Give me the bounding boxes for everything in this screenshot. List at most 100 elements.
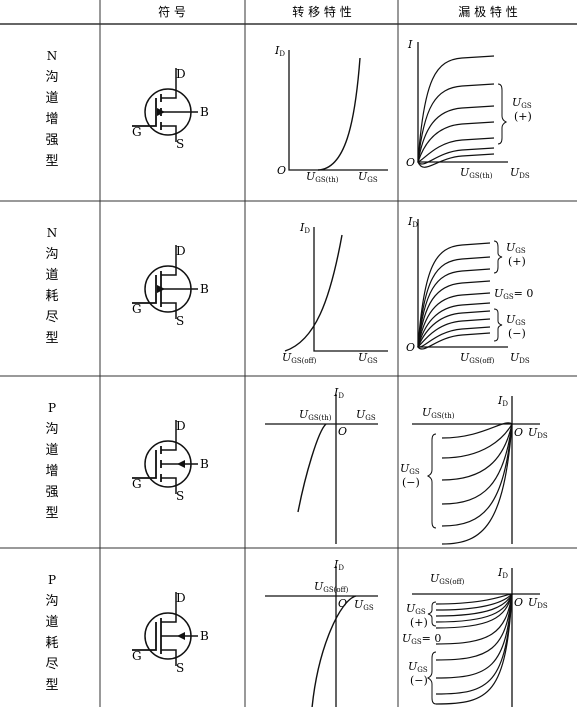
drain-annotation: (−) [402,476,420,489]
gate-line [132,450,157,479]
drain-line [161,420,177,451]
drain-origin: O [406,341,415,354]
transfer-axes [265,566,378,707]
drain-curve [417,332,491,350]
drain-annotation: UGS [506,241,526,255]
header-transfer: 转 移 特 性 [292,4,351,19]
brace [426,433,437,529]
terminal-b: B [200,629,209,643]
drain-plot: ID O UGS(th) UDS UGS(−) [400,394,548,545]
drain-x-label: UDS [528,596,548,610]
drain-curve [417,147,495,165]
type-label-char: P [48,573,56,587]
drain-annotation: UGS [506,313,526,327]
transfer-x-label: UGS [356,408,376,422]
terminal-s: S [176,661,184,675]
drain-curve [441,423,513,459]
drain-curve [417,326,491,348]
transfer-plot: ID O UGS(off) UGS [265,558,378,707]
terminal-b: B [200,282,209,296]
mosfet-symbol: D G S B [132,244,209,328]
brace [493,240,503,274]
terminal-s: S [176,137,184,151]
drain-curve [417,310,491,348]
drain-curve [417,137,495,163]
drain-y-label: I [407,38,413,51]
source-line [161,477,177,494]
type-label-char: N [47,226,58,240]
transfer-threshold-label: UGS(th) [299,408,332,422]
transfer-origin: O [338,425,347,438]
terminal-s: S [176,489,184,503]
drain-axes [412,396,540,544]
drain-y-label: ID [497,566,508,580]
type-label-char: N [47,49,58,63]
transfer-curve [311,595,357,707]
drain-threshold-label: UGS(th) [422,406,455,420]
body-arrow [177,460,185,468]
terminal-g: G [132,125,142,139]
type-label-char: 沟 [45,594,58,609]
drain-origin: O [514,426,523,439]
drain-curve [435,593,513,679]
brace [426,651,437,705]
drain-curve [417,302,491,348]
type-label-char: 型 [45,678,58,693]
drain-threshold-label: UGS(off) [460,351,495,365]
drain-curve [417,318,491,348]
type-label-char: 强 [45,133,58,148]
transfer-x-label: UGS [358,170,378,184]
transfer-x-label: UGS [354,598,374,612]
drain-axes [417,42,508,163]
type-label-char: 增 [45,112,58,127]
transfer-y-label: ID [333,386,344,400]
type-label-char: 强 [45,485,58,500]
body-arrow [157,108,165,116]
drain-y-label: ID [497,394,508,408]
type-label-char: 沟 [45,422,58,437]
drain-curve [435,593,513,661]
drain-annotation: (−) [508,327,526,340]
drain-origin: O [406,156,415,169]
drain-line [161,68,177,99]
type-label-char: 道 [45,443,58,458]
terminal-g: G [132,477,142,491]
transfer-origin: O [277,164,286,177]
terminal-g: G [132,302,142,316]
drain-line [161,245,177,276]
transfer-threshold-label: UGS(off) [282,351,317,365]
type-label-char: 沟 [45,70,58,85]
brace [427,601,437,627]
terminal-s: S [176,314,184,328]
drain-annotation: (+) [410,616,428,629]
drain-curve [417,280,491,348]
type-label-char: 型 [45,154,58,169]
transfer-x-label: UGS [358,351,378,365]
drain-curve [441,423,513,545]
drain-annotation: UGS= 0 [494,287,533,301]
terminal-b: B [200,457,209,471]
transfer-origin: O [338,597,347,610]
header-symbol: 符 号 [158,4,186,19]
transfer-axes [288,50,388,171]
source-line [161,125,177,142]
drain-x-label: UDS [510,166,530,180]
drain-threshold-label: UGS(off) [430,572,465,586]
transfer-curve [284,234,343,352]
mosfet-symbol: D G S B [132,591,209,675]
drain-axes [412,568,540,707]
drain-line [161,592,177,623]
drain-curve [441,423,513,527]
mosfet-symbol: D G S B [132,67,209,151]
drain-curve [435,593,513,645]
drain-curve [435,593,513,629]
terminal-d: D [176,419,186,433]
drain-annotation: UGS [406,602,426,616]
terminal-d: D [176,67,186,81]
brace [497,83,508,145]
